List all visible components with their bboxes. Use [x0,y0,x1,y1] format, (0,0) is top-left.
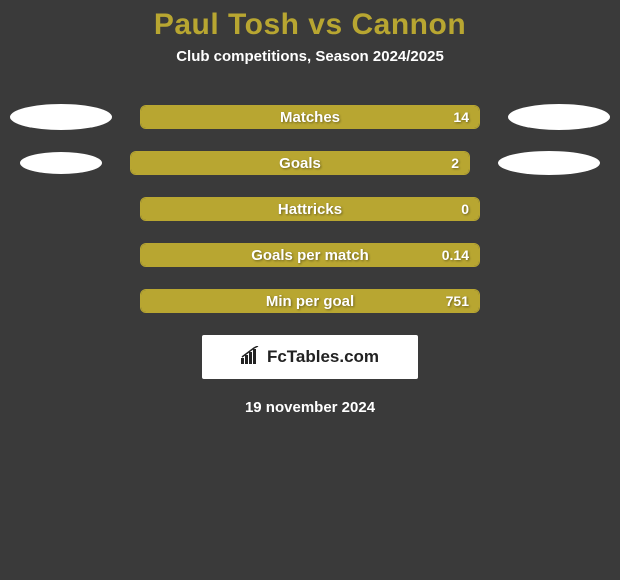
player-left-placeholder [10,301,112,302]
page-title: Paul Tosh vs Cannon [0,8,620,42]
subtitle: Club competitions, Season 2024/2025 [0,48,620,65]
stats-list: Matches14 Goals2 Hattricks0 Goals per match… [0,105,620,313]
stat-bar: Min per goal751 [140,289,480,313]
stat-label: Matches [141,109,479,126]
stat-bar: Goals2 [130,151,470,175]
stat-row: Matches14 [0,105,620,129]
player-right-placeholder [508,301,610,302]
stat-row: Hattricks0 [0,197,620,221]
player-right-marker [508,104,610,130]
stat-row: Goals per match0.14 [0,243,620,267]
comparison-card: Paul Tosh vs Cannon Club competitions, S… [0,0,620,416]
stat-value: 2 [451,155,459,171]
stat-label: Hattricks [141,201,479,218]
stat-bar: Goals per match0.14 [140,243,480,267]
stat-bar: Hattricks0 [140,197,480,221]
brand-logo-text: FcTables.com [267,347,379,367]
stat-label: Min per goal [141,293,479,310]
stat-label: Goals [131,155,469,172]
player-left-placeholder [10,209,112,210]
brand-logo-box: FcTables.com [202,335,418,379]
stat-value: 14 [453,109,469,125]
date-text: 19 november 2024 [0,399,620,416]
stat-value: 0.14 [442,247,469,263]
player-left-placeholder [10,255,112,256]
player-right-placeholder [508,209,610,210]
stat-value: 0 [461,201,469,217]
stat-value: 751 [446,293,469,309]
player-right-placeholder [508,255,610,256]
player-right-marker [498,151,600,175]
player-left-marker [20,152,102,174]
chart-bars-icon [241,346,263,369]
stat-bar: Matches14 [140,105,480,129]
player-left-marker [10,104,112,130]
stat-label: Goals per match [141,247,479,264]
stat-row: Goals2 [0,151,620,175]
stat-row: Min per goal751 [0,289,620,313]
